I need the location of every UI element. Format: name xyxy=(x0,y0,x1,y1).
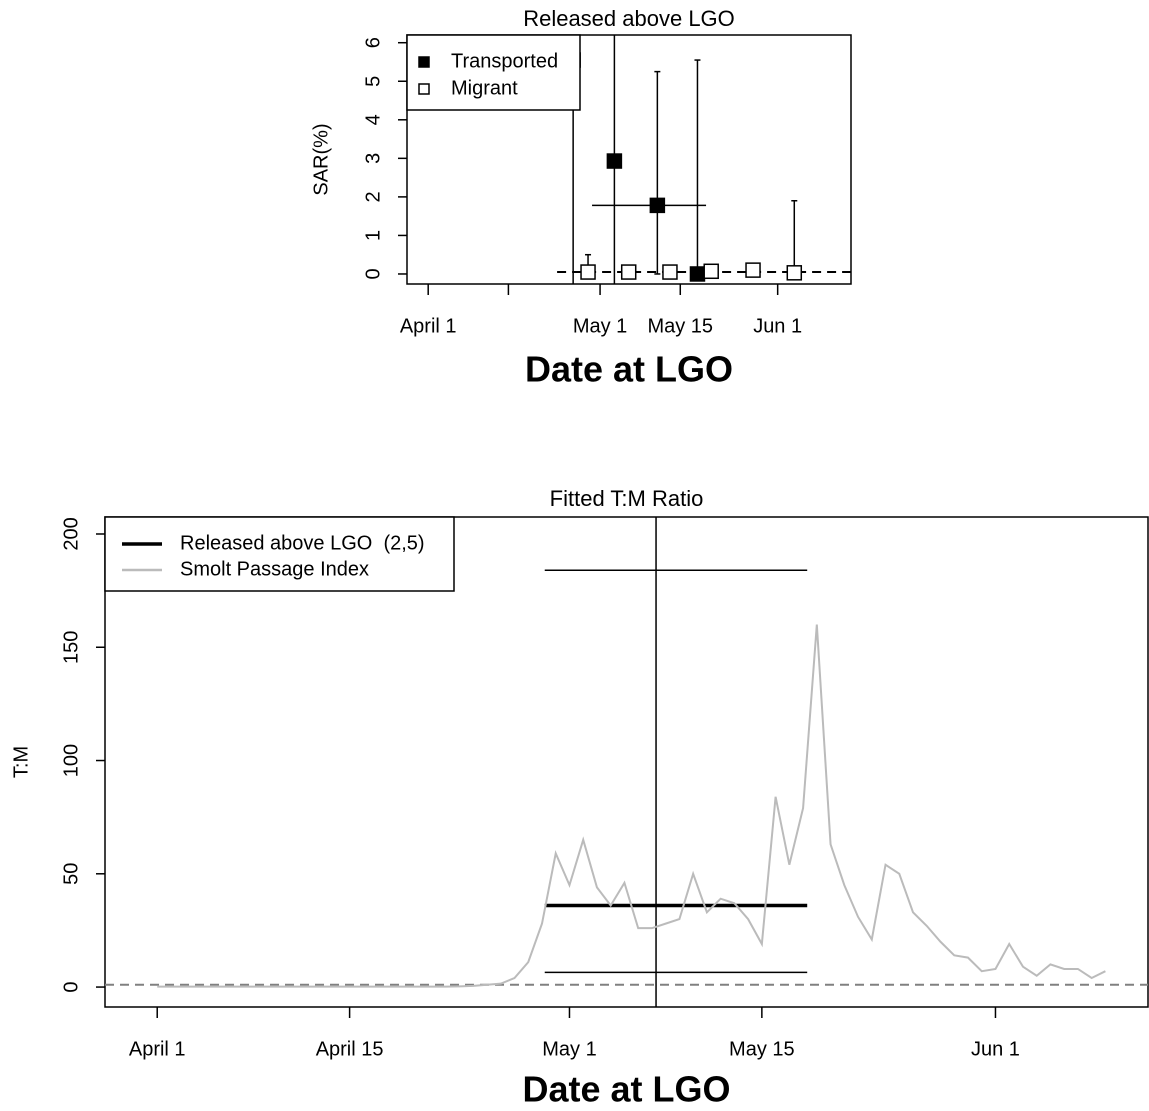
plot-frame xyxy=(104,516,1149,1008)
legend-label: Released above LGO (2,5) xyxy=(180,532,425,554)
y-tick-label: 100 xyxy=(60,744,82,777)
point xyxy=(689,266,706,282)
x-tick-label: April 1 xyxy=(129,1038,186,1060)
y-tick-label: 3 xyxy=(362,153,384,164)
legend-box xyxy=(104,516,455,592)
y-tick-label: 6 xyxy=(362,37,384,48)
point xyxy=(703,263,719,280)
x-axis-label: Date at LGO xyxy=(522,1069,730,1110)
x-tick-label: Jun 1 xyxy=(753,315,802,337)
x-tick-label: May 1 xyxy=(573,315,627,337)
x-axis-label: Date at LGO xyxy=(525,349,733,390)
legend-label: Transported xyxy=(451,50,558,72)
x-tick-label: April 15 xyxy=(316,1038,384,1060)
legend-marker xyxy=(418,83,430,95)
y-axis-label: SAR(%) xyxy=(310,123,332,195)
x-tick-label: May 15 xyxy=(647,315,713,337)
x-tick-label: April 1 xyxy=(400,315,457,337)
plot-frame xyxy=(406,34,852,285)
y-tick-label: 50 xyxy=(60,863,82,885)
y-tick-label: 0 xyxy=(60,982,82,993)
legend-label: Smolt Passage Index xyxy=(180,558,369,580)
chart-title: Released above LGO xyxy=(523,6,735,31)
legend-box xyxy=(406,34,581,111)
point xyxy=(662,264,678,280)
y-tick-label: 150 xyxy=(60,631,82,664)
point xyxy=(620,264,637,280)
x-tick-label: May 15 xyxy=(729,1038,795,1060)
series-line xyxy=(157,624,1106,988)
legend-marker xyxy=(418,56,430,68)
y-axis-label: T:M xyxy=(10,746,32,778)
chart-title: Fitted T:M Ratio xyxy=(550,486,704,511)
x-tick-label: May 1 xyxy=(542,1038,596,1060)
y-tick-label: 1 xyxy=(362,230,384,241)
y-tick-label: 2 xyxy=(362,191,384,202)
y-tick-label: 4 xyxy=(362,114,384,125)
y-tick-label: 5 xyxy=(362,76,384,87)
point xyxy=(786,265,803,281)
point xyxy=(649,197,666,214)
x-tick-label: Jun 1 xyxy=(971,1038,1020,1060)
point xyxy=(580,264,596,280)
y-tick-label: 0 xyxy=(362,268,384,279)
point xyxy=(606,153,623,169)
point xyxy=(745,262,761,278)
legend-label: Migrant xyxy=(451,77,518,99)
y-tick-label: 200 xyxy=(60,517,82,550)
